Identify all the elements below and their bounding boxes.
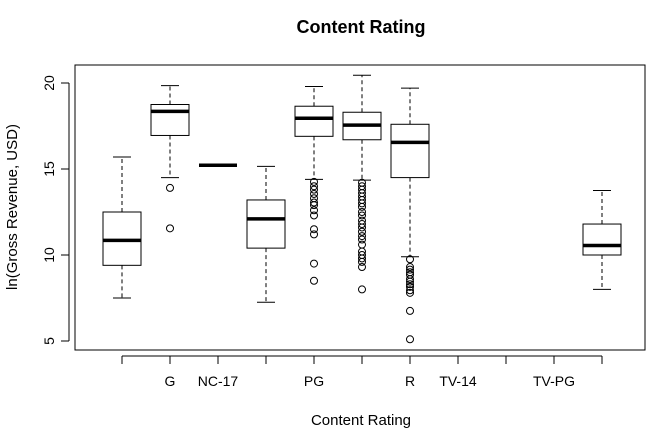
y-tick-label: 5 <box>41 337 57 345</box>
outlier-point <box>358 211 366 220</box>
outlier-point <box>358 232 366 241</box>
iqr-box <box>390 123 430 179</box>
outlier-point <box>358 227 366 236</box>
x-tick-label: G <box>165 373 176 389</box>
outlier-point <box>358 199 366 208</box>
y-tick-label: 15 <box>41 161 57 177</box>
outlier-point <box>406 255 414 264</box>
outlier-point <box>310 211 318 220</box>
x-tick-label: TV-PG <box>533 373 575 389</box>
y-tick-label: 10 <box>41 247 57 263</box>
y-axis: 5 10 15 20 <box>41 75 70 345</box>
iqr-box <box>294 105 334 137</box>
outlier-point <box>310 259 318 268</box>
x-tick-label: PG <box>304 373 324 389</box>
outlier-point <box>406 277 414 286</box>
y-tick-label: 20 <box>41 75 57 91</box>
outlier-point <box>406 335 414 344</box>
outlier-point <box>406 286 414 295</box>
x-tick-label: R <box>405 373 415 389</box>
outlier-point <box>358 263 366 272</box>
outlier-point <box>358 220 366 229</box>
outlier-point <box>310 276 318 285</box>
x-tick-label: TV-14 <box>439 373 477 389</box>
outlier-point <box>406 306 414 315</box>
outlier-point <box>310 230 318 239</box>
outlier-point <box>358 254 366 263</box>
box-slot-4 <box>246 165 286 303</box>
outlier-point <box>310 189 318 198</box>
box-slot-1 <box>102 156 142 299</box>
outlier-point <box>358 285 366 294</box>
outlier-point <box>406 265 414 274</box>
box-series <box>102 74 622 344</box>
box-pg <box>294 85 334 285</box>
chart-title: Content Rating <box>297 17 426 37</box>
outlier-point <box>358 240 366 249</box>
outlier-point <box>310 177 318 186</box>
outlier-point <box>310 198 318 207</box>
outlier-point <box>310 185 318 194</box>
iqr-box <box>582 223 622 256</box>
box-r <box>390 87 430 344</box>
outlier-point <box>406 288 414 297</box>
iqr-box <box>150 104 190 136</box>
x-tick-label: NC-17 <box>198 373 239 389</box>
outlier-point <box>166 224 174 233</box>
outlier-point <box>310 225 318 234</box>
outlier-point <box>406 275 414 284</box>
iqr-box <box>246 199 286 249</box>
outlier-point <box>358 202 366 211</box>
box-g <box>150 85 190 233</box>
box-slot-6 <box>342 74 382 294</box>
outlier-point <box>358 223 366 232</box>
outlier-point <box>310 182 318 191</box>
outlier-point <box>406 263 414 272</box>
plot-frame <box>74 64 646 351</box>
box-slot-11 <box>582 190 622 290</box>
outlier-point <box>406 282 414 291</box>
outlier-point <box>310 206 318 215</box>
x-axis: G NC-17 PG R TV-14 TV-PG <box>121 355 603 389</box>
x-axis-label: Content Rating <box>311 412 411 429</box>
outlier-point <box>310 201 318 210</box>
outlier-point <box>166 183 174 192</box>
outlier-point <box>406 280 414 289</box>
outlier-point <box>358 257 366 266</box>
outlier-point <box>358 208 366 216</box>
outlier-point <box>358 235 366 244</box>
y-axis-label: ln(Gross Revenue, USD) <box>4 124 21 290</box>
